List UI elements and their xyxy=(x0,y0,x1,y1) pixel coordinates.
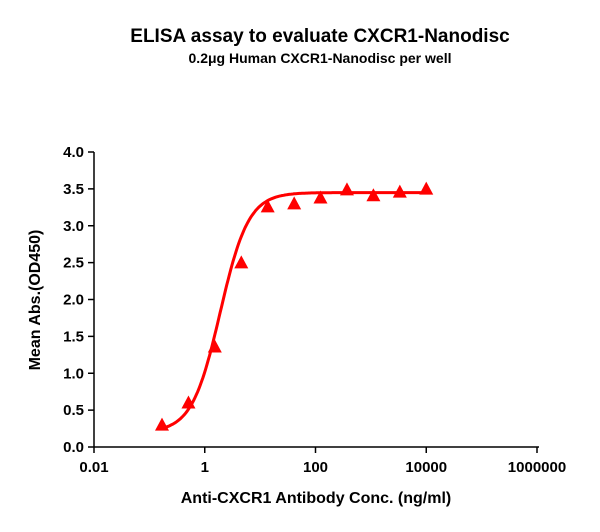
data-point xyxy=(207,339,222,353)
axes xyxy=(88,151,539,453)
y-axis-label: Mean Abs.(OD450) xyxy=(27,230,44,371)
data-point xyxy=(260,199,275,213)
y-tick-label: 2.5 xyxy=(63,255,84,272)
data-point xyxy=(154,417,169,431)
y-tick-label: 4.0 xyxy=(63,144,84,161)
chart-subtitle: 0.2μg Human CXCR1-Nanodisc per well xyxy=(189,50,452,66)
x-tick-label: 0.01 xyxy=(79,459,108,476)
data-point xyxy=(181,395,196,409)
data-points xyxy=(154,181,434,431)
x-tick-label: 100 xyxy=(303,459,328,476)
tick-labels: 0.01 1 100 10000 1000000 0.0 0.5 1.0 1.5 2.0 2.5 3.… xyxy=(63,144,566,476)
y-tick-label: 0.0 xyxy=(63,439,84,456)
y-tick-label: 0.5 xyxy=(63,402,84,419)
x-tick-label: 1 xyxy=(201,459,209,476)
y-tick-label: 1.0 xyxy=(63,365,84,382)
data-point xyxy=(419,181,434,195)
data-point xyxy=(313,190,328,204)
x-tick-label: 1000000 xyxy=(508,459,566,476)
y-tick-label: 2.0 xyxy=(63,292,84,309)
y-tick-label: 3.0 xyxy=(63,218,84,235)
data-point xyxy=(366,188,381,202)
data-point xyxy=(287,196,302,210)
data-point xyxy=(339,182,354,196)
x-axis-label: Anti-CXCR1 Antibody Conc. (ng/ml) xyxy=(181,490,452,507)
chart-title: ELISA assay to evaluate CXCR1-Nanodisc xyxy=(130,26,510,47)
y-tick-label: 1.5 xyxy=(63,328,84,345)
data-point xyxy=(234,255,249,269)
x-tick-label: 10000 xyxy=(405,459,447,476)
data-point xyxy=(392,184,407,198)
fit-curve xyxy=(161,191,427,430)
y-tick-label: 3.5 xyxy=(63,181,84,198)
